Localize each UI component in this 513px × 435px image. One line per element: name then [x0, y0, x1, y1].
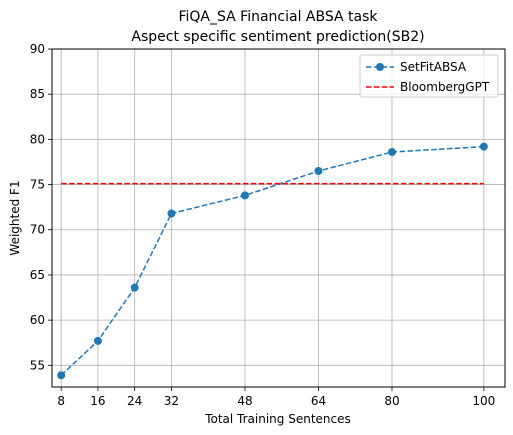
legend-entry: SetFitABSA [400, 60, 467, 74]
y-tick-label: 80 [30, 132, 45, 146]
x-tick-label: 24 [127, 394, 142, 408]
x-tick-label: 64 [311, 394, 326, 408]
data-point [167, 209, 176, 218]
y-ticks: 55 60 65 70 75 80 85 90 [30, 42, 52, 372]
x-tick-label: 48 [237, 394, 252, 408]
y-tick-label: 75 [30, 178, 45, 192]
data-point [479, 142, 488, 151]
x-axis-label: Total Training Sentences [204, 412, 351, 426]
data-point [130, 283, 139, 292]
chart-title: FiQA_SA Financial ABSA task [178, 9, 378, 25]
y-tick-label: 65 [30, 268, 45, 282]
x-tick-label: 8 [57, 394, 65, 408]
legend: SetFitABSA BloombergGPT [359, 54, 499, 98]
y-axis-label: Weighted F1 [8, 180, 22, 255]
x-ticks: 8 16 24 32 48 64 80 100 [57, 387, 495, 408]
chart-subtitle: Aspect specific sentiment prediction(SB2… [131, 29, 424, 45]
plot-frame [51, 48, 506, 388]
x-tick-label: 16 [90, 394, 105, 408]
series-line-setfitabsa [60, 145, 484, 376]
data-point [57, 371, 66, 380]
y-tick-label: 90 [30, 42, 45, 56]
data-point [93, 336, 102, 345]
legend-entry: BloombergGPT [400, 80, 490, 94]
x-tick-label: 100 [472, 394, 495, 408]
data-point [387, 148, 396, 157]
data-point [240, 191, 249, 200]
series-layer [57, 142, 488, 380]
x-tick-label: 32 [164, 394, 179, 408]
data-point [314, 167, 323, 176]
legend-box [359, 54, 499, 98]
legend-swatch-marker [376, 63, 384, 71]
y-tick-label: 70 [30, 223, 45, 237]
x-tick-label: 80 [384, 394, 399, 408]
y-tick-label: 60 [30, 313, 45, 327]
grid [52, 48, 505, 387]
y-tick-label: 55 [30, 358, 45, 372]
y-tick-label: 85 [30, 87, 45, 101]
